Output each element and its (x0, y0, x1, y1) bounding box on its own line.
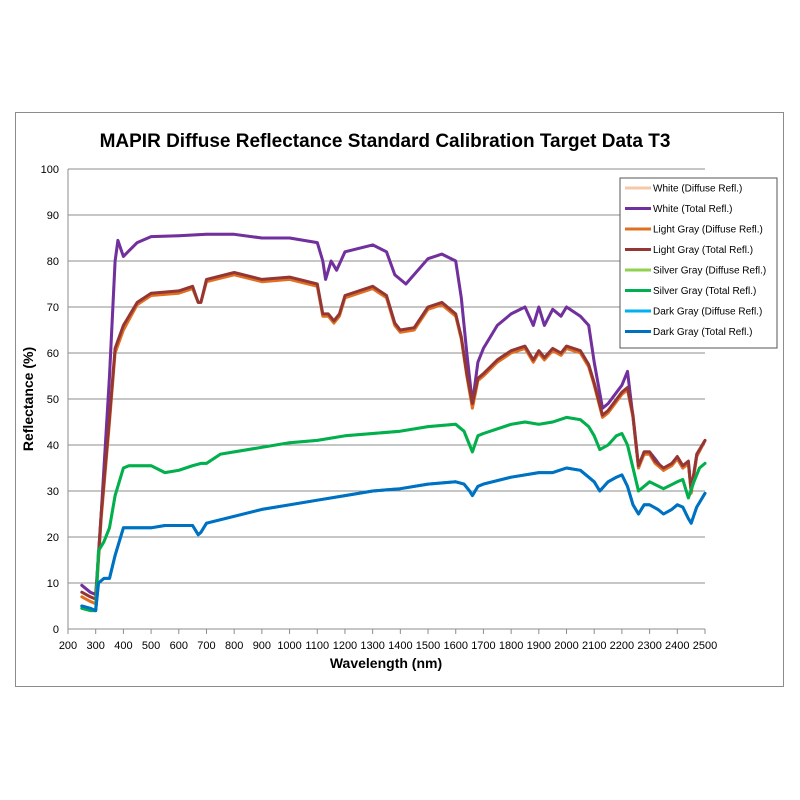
series-line-7 (80, 466, 707, 613)
x-tick-label: 800 (225, 640, 243, 652)
x-tick-label: 2500 (693, 640, 717, 652)
series-line-0 (80, 232, 707, 596)
legend-entry: White (Total Refl.) (653, 204, 732, 215)
x-tick-label: 500 (142, 640, 160, 652)
legend-entry: Dark Gray (Total Refl.) (653, 327, 752, 338)
x-tick-label: 2100 (582, 640, 606, 652)
series-line-4 (80, 415, 707, 613)
x-tick-label: 2400 (665, 640, 689, 652)
x-tick-label: 1200 (333, 640, 357, 652)
x-tick-label: 1600 (443, 640, 467, 652)
chart-title: MAPIR Diffuse Reflectance Standard Calib… (100, 131, 671, 152)
x-tick-label: 2300 (637, 640, 661, 652)
x-tick-label: 300 (87, 640, 105, 652)
y-tick-label: 0 (53, 624, 59, 636)
gridlines (68, 168, 705, 584)
y-tick-label: 60 (47, 348, 59, 360)
legend-entry: Light Gray (Total Refl.) (653, 245, 753, 256)
legend-box (619, 177, 778, 349)
y-tick-label: 30 (47, 486, 59, 498)
series-line-5 (80, 415, 707, 613)
x-tick-label: 1400 (388, 640, 412, 652)
legend-entry: Dark Gray (Diffuse Refl.) (653, 307, 762, 318)
x-tick-label: 1800 (499, 640, 523, 652)
x-tick-label: 1300 (360, 640, 384, 652)
y-tick-label: 80 (47, 256, 59, 268)
x-tick-label: 1900 (527, 640, 551, 652)
x-tick-label: 1000 (277, 640, 301, 652)
y-tick-label: 70 (47, 302, 59, 314)
y-tick-label: 50 (47, 394, 59, 406)
legend-entry: Light Gray (Diffuse Refl.) (653, 225, 763, 236)
x-tick-label: 400 (114, 640, 132, 652)
x-tick-label: 2200 (610, 640, 634, 652)
x-axis-label: Wavelength (nm) (330, 655, 442, 671)
y-axis-ticks: 0 10 20 30 40 50 60 70 80 90 100 (41, 164, 59, 636)
x-tick-label: 200 (59, 640, 77, 652)
x-tick-label: 900 (253, 640, 271, 652)
legend: White (Diffuse Refl.) White (Total Refl.)… (619, 177, 778, 349)
x-axis-ticks: 200 300 400 500 600 700 800 900 1000 1100 1200 1300… (59, 629, 717, 652)
series-lines (80, 232, 707, 613)
x-tick-label: 1100 (305, 640, 329, 652)
x-tick-label: 1700 (471, 640, 495, 652)
y-tick-label: 20 (47, 532, 59, 544)
y-tick-label: 10 (47, 578, 59, 590)
x-tick-label: 1500 (416, 640, 440, 652)
x-tick-label: 2000 (554, 640, 578, 652)
series-line-3 (80, 271, 707, 601)
y-axis-label: Reflectance (%) (20, 347, 36, 451)
x-tick-label: 600 (170, 640, 188, 652)
legend-entry: Silver Gray (Diffuse Refl.) (653, 266, 766, 277)
legend-entry: Silver Gray (Total Refl.) (653, 286, 756, 297)
series-line-1 (80, 232, 707, 596)
legend-entry: White (Diffuse Refl.) (653, 184, 742, 195)
y-tick-label: 40 (47, 440, 59, 452)
x-tick-label: 700 (197, 640, 215, 652)
y-tick-label: 100 (41, 164, 59, 176)
y-tick-label: 90 (47, 210, 59, 222)
